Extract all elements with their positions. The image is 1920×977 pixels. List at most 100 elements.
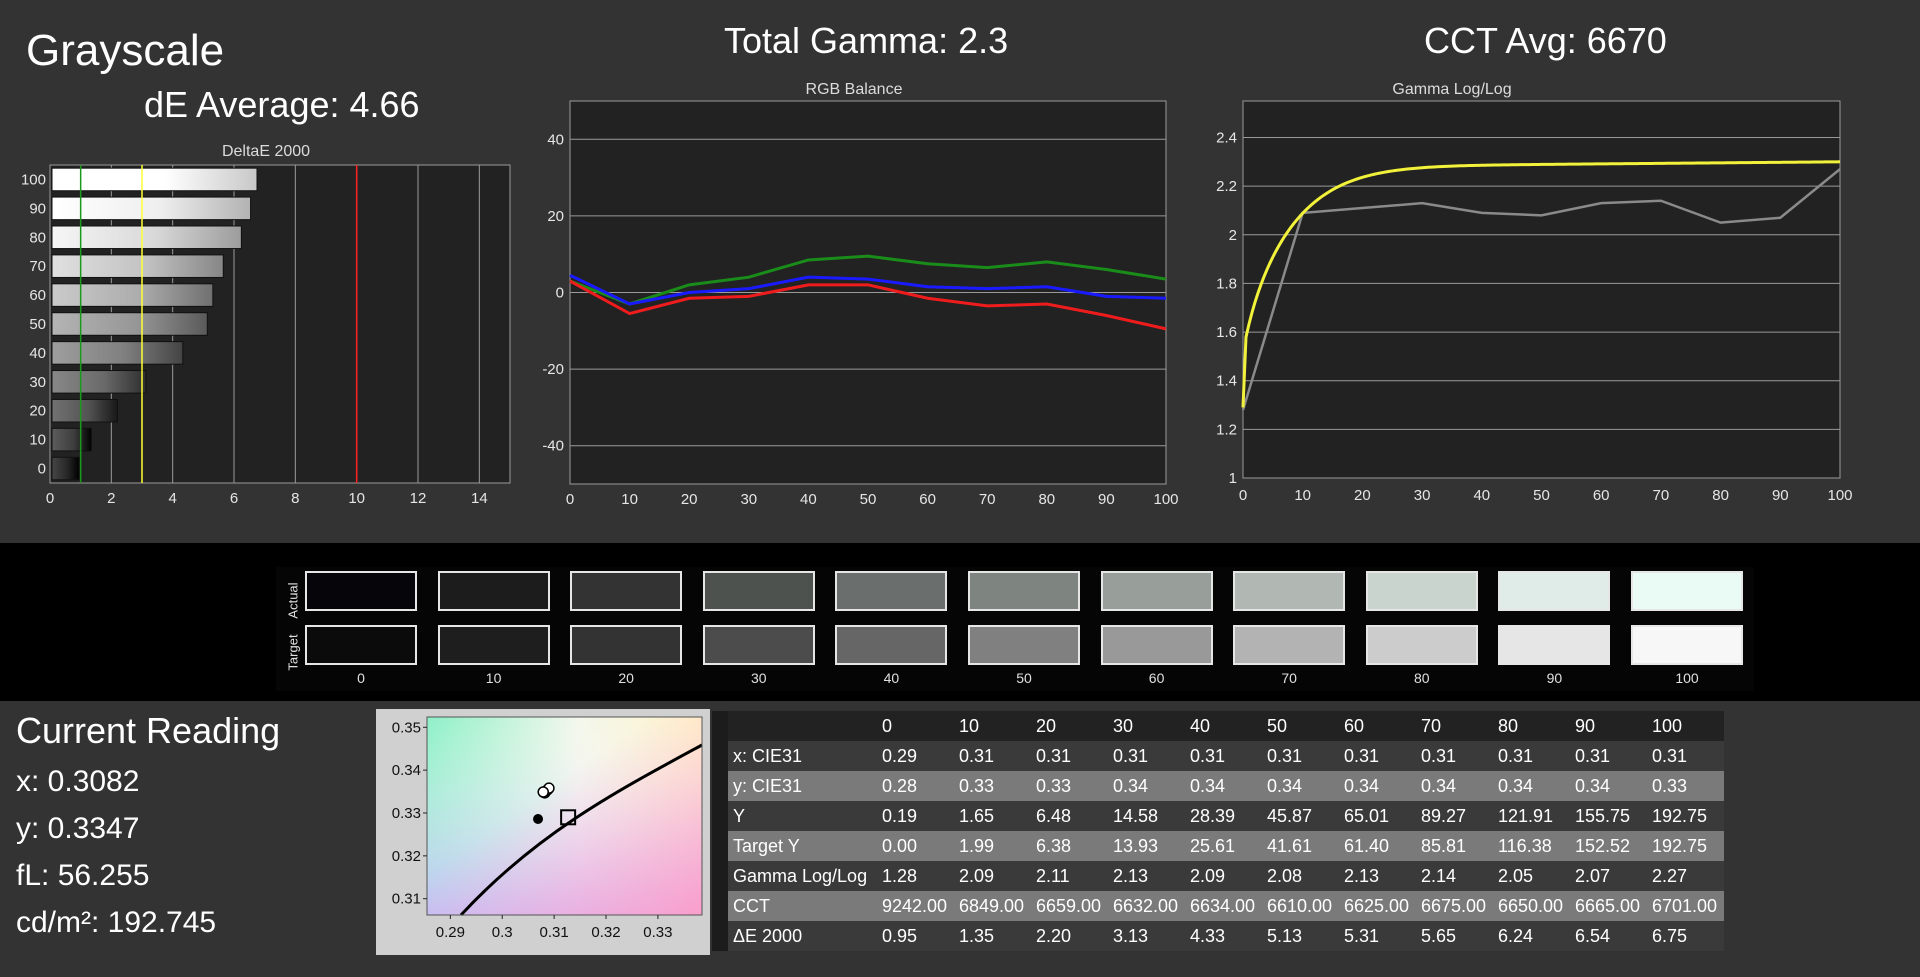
table-row-label: Target Y (728, 831, 877, 861)
table-cell: 13.93 (1108, 831, 1185, 861)
table-cell: 6632.00 (1108, 891, 1185, 921)
table-row-label: y: CIE31 (728, 771, 877, 801)
table-cell: 0.33 (1647, 771, 1724, 801)
deltae-bar-20 (51, 398, 118, 423)
cie-target-square (560, 809, 577, 826)
target-swatch-80 (1365, 625, 1478, 665)
table-row: ΔE 2000 0.95 1.35 2.20 3.13 4.33 5.13 5.31 5.65 6… (728, 921, 1724, 951)
cie-planckian-locus (459, 743, 703, 917)
gamma-y-tick: 1.4 (1216, 373, 1237, 390)
table-cell: 0.00 (877, 831, 954, 861)
actual-swatch-70 (1233, 571, 1346, 611)
table-cell: 0.33 (1031, 771, 1108, 801)
gamma-x-tick: 30 (1414, 487, 1431, 504)
gamma-plot-area (1242, 100, 1841, 479)
deltae-category-label: 70 (29, 258, 46, 275)
target-swatch-40 (835, 625, 948, 665)
rgb-x-tick: 90 (1098, 491, 1115, 508)
page-title: Grayscale (26, 26, 225, 75)
deltae-bar-100 (51, 167, 258, 192)
cie-x-tick: 0.31 (540, 924, 569, 941)
gamma-x-tick: 0 (1239, 487, 1247, 504)
table-cell: 6.75 (1647, 921, 1724, 951)
cie-y-tick: 0.35 (392, 719, 421, 736)
total-gamma: Total Gamma: 2.3 (724, 20, 1009, 61)
swatch-level-label: 90 (1546, 670, 1563, 686)
rgb-series-line-1 (569, 273, 1167, 306)
deltae-category-label: 10 (29, 432, 46, 449)
rgb-y-tick: 20 (547, 208, 564, 225)
table-row: x: CIE31 0.29 0.31 0.31 0.31 0.31 0.31 0.31 0.31… (728, 741, 1724, 771)
actual-label: Actual (285, 582, 301, 619)
table-cell: 2.13 (1108, 861, 1185, 891)
table-cell: 2.09 (954, 861, 1031, 891)
rgb-x-tick: 40 (800, 491, 817, 508)
table-column-header: 60 (1339, 711, 1416, 741)
table-cell: 2.27 (1647, 861, 1724, 891)
table-row-label: Y (728, 801, 877, 831)
table-cell: 155.75 (1570, 801, 1647, 831)
reading-y: y: 0.3347 (16, 812, 140, 845)
table-gutter (712, 711, 728, 951)
gamma-x-tick: 20 (1354, 487, 1371, 504)
deltae-category-label: 100 (21, 171, 46, 188)
rgb-series-line-0 (569, 254, 1167, 306)
deltae-bar-90 (51, 196, 252, 221)
table-row: y: CIE31 0.28 0.33 0.33 0.34 0.34 0.34 0.34 0.34… (728, 771, 1724, 801)
table-cell: 2.13 (1339, 861, 1416, 891)
table-cell: 14.58 (1108, 801, 1185, 831)
table-cell: 6665.00 (1570, 891, 1647, 921)
table-cell: 0.31 (1339, 741, 1416, 771)
table-cell: 121.91 (1493, 801, 1570, 831)
swatch-level-label: 10 (485, 670, 502, 686)
target-swatch-0 (305, 625, 417, 665)
table-cell: 0.34 (1570, 771, 1647, 801)
table-cell: 1.28 (877, 861, 954, 891)
deltae-category-label: 50 (29, 316, 46, 333)
target-swatch-10 (437, 625, 550, 665)
table-cell: 0.31 (954, 741, 1031, 771)
target-swatch-50 (968, 625, 1080, 665)
target-swatch-20 (570, 625, 683, 665)
table-cell: 6.48 (1031, 801, 1108, 831)
table-cell: 0.31 (1493, 741, 1570, 771)
rgb-balance-title: RGB Balance (805, 81, 903, 98)
actual-swatch-90 (1498, 571, 1611, 611)
table-cell: 2.05 (1493, 861, 1570, 891)
measurement-table: 0 10 20 30 40 50 60 70 80 90 100 x: CIE31 0.29 0.31 0… (728, 711, 1724, 951)
table-cell: 6.24 (1493, 921, 1570, 951)
table-cell: 1.35 (954, 921, 1031, 951)
rgb-x-tick: 0 (566, 491, 574, 508)
swatch-level-label: 60 (1148, 670, 1165, 686)
deltae-bar-50 (51, 312, 208, 336)
rgb-x-tick: 100 (1153, 491, 1178, 508)
rgb-y-tick: 0 (556, 285, 564, 302)
rgb-x-tick: 20 (681, 491, 698, 508)
gamma-x-tick: 10 (1294, 487, 1311, 504)
table-column-header: 40 (1185, 711, 1262, 741)
rgb-x-tick: 10 (621, 491, 638, 508)
table-column-header: 100 (1647, 711, 1724, 741)
table-row: Gamma Log/Log 1.28 2.09 2.11 2.13 2.09 2.08 2.1… (728, 861, 1724, 891)
swatch-level-label: 40 (883, 670, 900, 686)
table-cell: 0.34 (1339, 771, 1416, 801)
cie-x-tick: 0.33 (643, 924, 672, 941)
table-cell: 5.65 (1416, 921, 1493, 951)
table-cell: 2.08 (1262, 861, 1339, 891)
gamma-y-tick: 1.2 (1216, 421, 1237, 438)
cie-x-tick: 0.3 (492, 924, 513, 941)
cie-measured-point (537, 786, 549, 798)
table-cell: 6659.00 (1031, 891, 1108, 921)
deltae-category-label: 40 (29, 345, 46, 362)
target-swatch-100 (1631, 625, 1743, 665)
target-swatch-90 (1498, 625, 1611, 665)
table-cell: 0.34 (1108, 771, 1185, 801)
table-cell: 0.31 (1647, 741, 1724, 771)
deltae-x-tick: 6 (230, 490, 238, 507)
table-column-header: 80 (1493, 711, 1570, 741)
gamma-chart: 2.4 2.2 2 1.8 1.6 1.4 1.2 10 10 20 30 40 50 60 70 80 90 1… (1216, 100, 1853, 504)
cie-x-tick: 0.32 (591, 924, 620, 941)
table-row-label: Gamma Log/Log (728, 861, 877, 891)
table-cell: 0.31 (1108, 741, 1185, 771)
table-row-label: x: CIE31 (728, 741, 877, 771)
